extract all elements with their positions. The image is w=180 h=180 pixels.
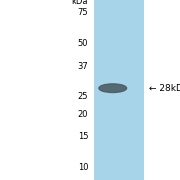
Text: 75: 75 <box>78 8 88 17</box>
Ellipse shape <box>99 84 127 93</box>
Text: 50: 50 <box>78 39 88 48</box>
Text: 10: 10 <box>78 163 88 172</box>
Text: kDa: kDa <box>72 0 88 6</box>
Text: 20: 20 <box>78 110 88 119</box>
Text: 15: 15 <box>78 132 88 141</box>
Text: 25: 25 <box>78 92 88 101</box>
Text: ← 28kDa: ← 28kDa <box>149 84 180 93</box>
Bar <box>94 0 144 180</box>
Text: 37: 37 <box>77 62 88 71</box>
